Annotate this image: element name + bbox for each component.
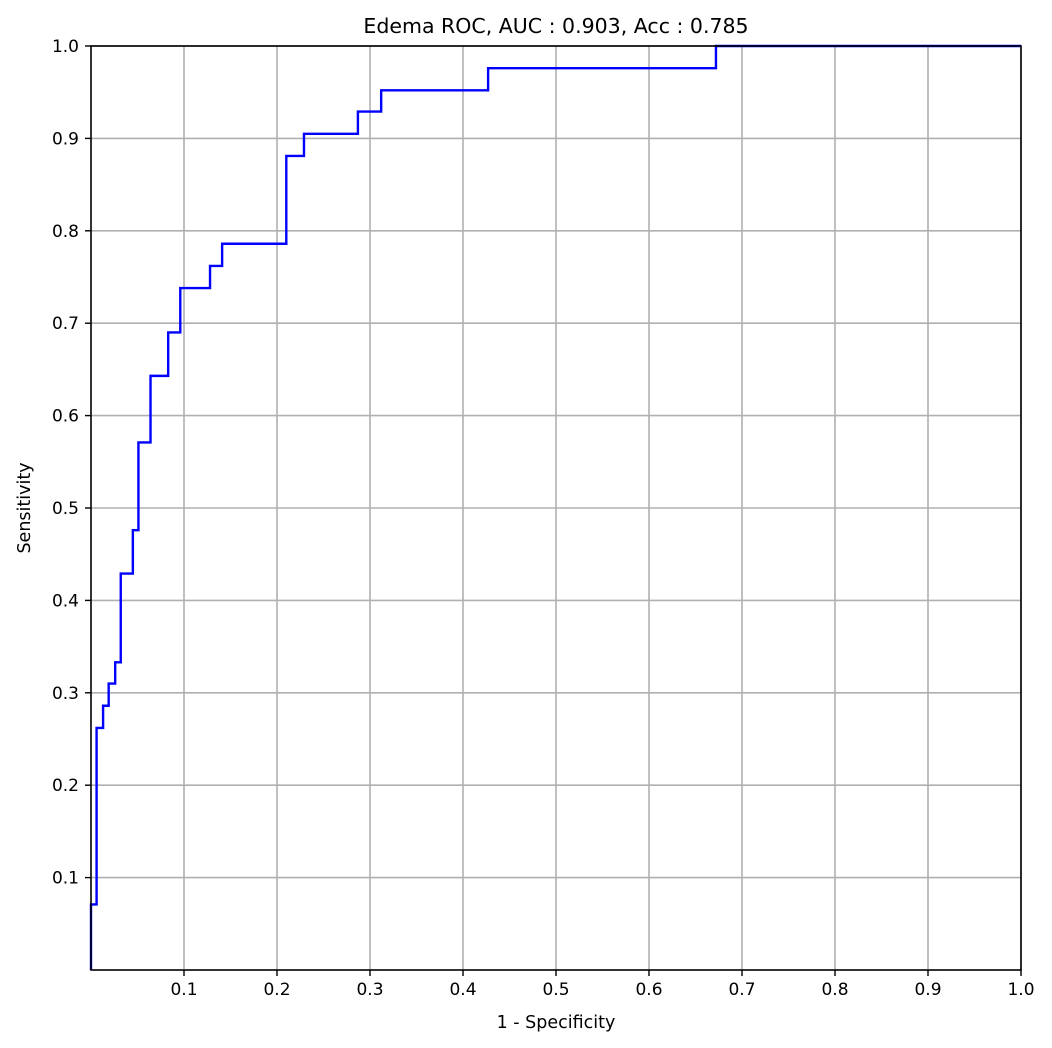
y-tick-label: 0.6 [52, 407, 79, 427]
y-axis-ticks: 0.1 0.2 0.3 0.4 0.5 0.6 0.7 0.8 0.9 1.0 [52, 37, 91, 889]
x-tick-label: 0.9 [914, 980, 941, 1000]
y-axis-label: Sensitivity [15, 462, 35, 553]
x-tick-label: 0.1 [170, 980, 197, 1000]
y-tick-label: 0.5 [52, 499, 79, 519]
chart-title: Edema ROC, AUC : 0.903, Acc : 0.785 [363, 14, 748, 38]
y-tick-label: 0.7 [52, 314, 79, 334]
y-tick-label: 0.3 [52, 684, 79, 704]
y-tick-label: 0.4 [52, 591, 79, 611]
x-tick-label: 0.7 [728, 980, 755, 1000]
y-tick-label: 0.1 [52, 869, 79, 889]
y-tick-label: 0.8 [52, 222, 79, 242]
x-tick-label: 0.2 [263, 980, 290, 1000]
x-tick-label: 0.8 [821, 980, 848, 1000]
y-tick-label: 0.2 [52, 776, 79, 796]
series-group [89, 44, 1021, 970]
y-tick-label: 0.9 [52, 129, 79, 149]
grid-lines [91, 45, 1022, 970]
x-tick-label: 0.5 [542, 980, 569, 1000]
x-axis-label: 1 - Specificity [497, 1013, 616, 1033]
roc-curve-line-0 [89, 44, 1021, 970]
x-tick-label: 0.3 [356, 980, 383, 1000]
x-tick-label: 1.0 [1007, 980, 1034, 1000]
y-tick-label: 1.0 [52, 37, 79, 57]
x-tick-label: 0.6 [635, 980, 662, 1000]
x-axis-ticks: 0.1 0.2 0.3 0.4 0.5 0.6 0.7 0.8 0.9 1.0 [170, 970, 1035, 1000]
x-tick-label: 0.4 [449, 980, 476, 1000]
